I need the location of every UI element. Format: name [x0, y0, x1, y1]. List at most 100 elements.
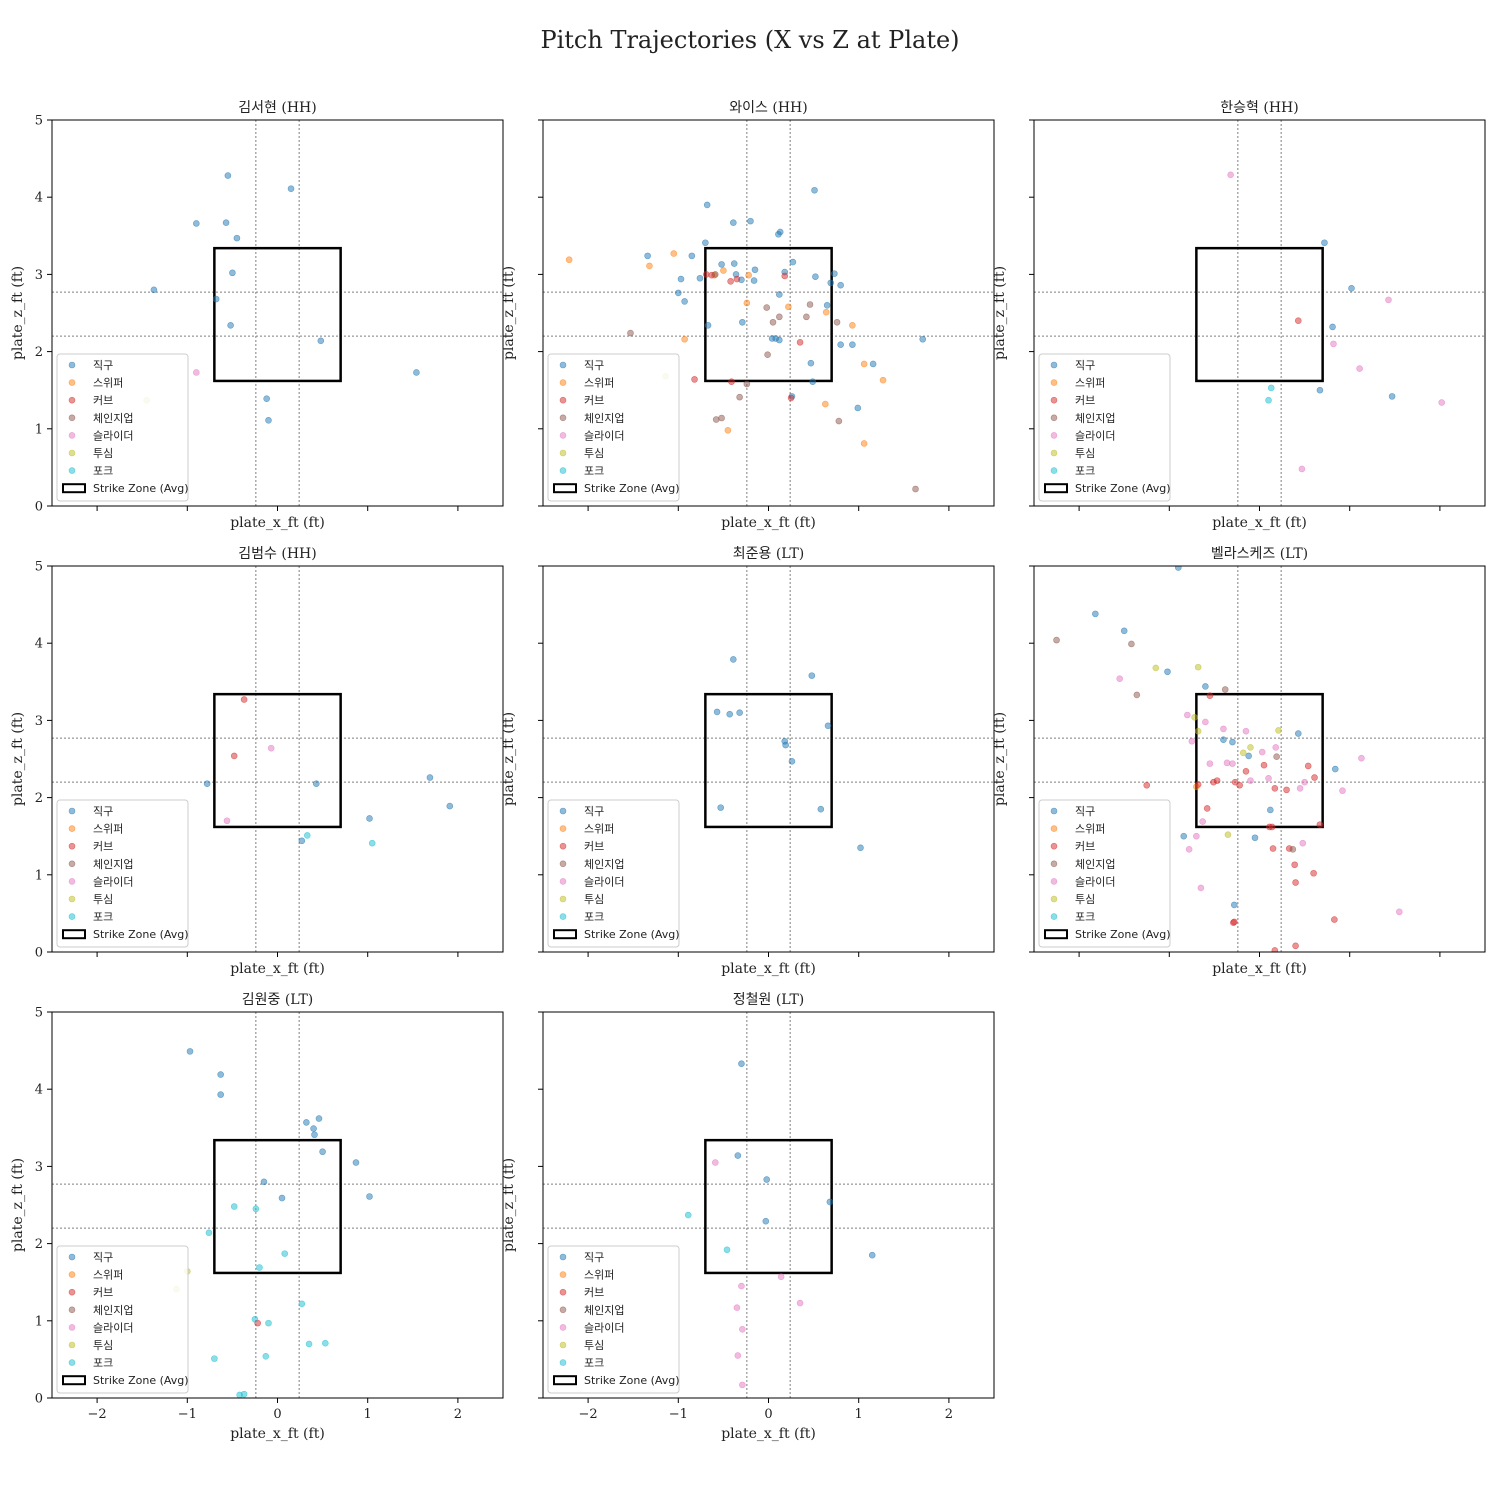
data-point — [1092, 610, 1099, 618]
data-point — [1294, 317, 1302, 325]
subplot-7: 김원중 (LT) −2 −1 0 1 2 0 1 2 3 4 5 plate_x_ft (ft) plat… — [10, 992, 504, 1442]
data-point — [1206, 760, 1214, 767]
data-point — [233, 234, 241, 242]
y-axis-label: plate_z_ft (ft) — [992, 712, 1008, 806]
data-point — [150, 286, 158, 294]
data-point — [1143, 781, 1151, 789]
legend-label: 스위퍼 — [584, 377, 614, 390]
legend-label: 커브 — [93, 840, 113, 853]
data-point — [426, 774, 434, 781]
data-point — [1267, 806, 1274, 814]
data-point — [217, 1091, 224, 1098]
data-point — [303, 1119, 310, 1126]
data-point — [1245, 752, 1252, 760]
data-point — [1396, 908, 1403, 916]
data-point — [1194, 663, 1202, 671]
legend-marker — [1050, 449, 1058, 457]
data-point — [1221, 686, 1229, 693]
data-point — [730, 260, 738, 267]
legend-label: 투심 — [93, 447, 113, 460]
x-tick-label: 1 — [364, 1407, 372, 1422]
legend-marker — [68, 432, 76, 439]
data-point — [691, 376, 698, 383]
data-point — [831, 270, 838, 277]
data-point — [256, 1264, 263, 1271]
data-point — [769, 318, 777, 326]
x-tick-label: 2 — [945, 1407, 953, 1422]
legend-marker — [559, 467, 567, 474]
legend-marker — [559, 414, 567, 422]
data-point — [1301, 778, 1308, 786]
data-point — [251, 1315, 259, 1323]
data-point — [230, 1203, 238, 1210]
data-point — [240, 696, 248, 703]
legend-marker — [1050, 860, 1058, 868]
legend-box — [547, 1245, 680, 1394]
data-point — [919, 335, 927, 343]
data-point — [305, 1340, 313, 1348]
data-point — [1202, 718, 1209, 726]
legend-marker — [68, 860, 76, 868]
legend-marker — [68, 1341, 76, 1349]
subplot-title: 김범수 (HH) — [238, 546, 316, 562]
x-axis-label: plate_x_ft (ft) — [1212, 961, 1307, 977]
data-point — [1193, 832, 1200, 840]
data-point — [696, 274, 704, 282]
legend-label: 투심 — [584, 893, 604, 906]
data-point — [781, 272, 789, 280]
data-point — [703, 201, 711, 209]
legend-label: 스위퍼 — [584, 823, 614, 836]
x-tick-label: 2 — [454, 1407, 462, 1422]
strike-zone-box — [704, 246, 833, 383]
legend-label: 포크 — [93, 465, 113, 478]
data-point — [1191, 714, 1198, 721]
data-point — [1128, 640, 1135, 648]
y-tick-label: 2 — [35, 791, 43, 806]
data-point — [1311, 774, 1318, 781]
data-point — [1236, 781, 1243, 789]
legend-marker — [1050, 361, 1058, 369]
data-point — [1329, 323, 1336, 331]
data-point — [1330, 340, 1337, 348]
data-point — [837, 281, 844, 289]
legend-marker — [559, 913, 567, 920]
legend-label: 투심 — [584, 447, 604, 460]
data-point — [193, 369, 200, 376]
legend-label: 슬라이더 — [584, 875, 624, 888]
legend-marker — [68, 913, 76, 920]
subplot-title: 최준용 (LT) — [733, 546, 805, 562]
legend-box — [56, 1245, 189, 1394]
legend-marker — [559, 895, 567, 903]
data-point — [730, 219, 737, 226]
data-point — [1260, 761, 1268, 769]
data-point — [684, 1211, 692, 1219]
data-point — [702, 271, 710, 278]
legend-label: 슬라이더 — [93, 429, 133, 442]
legend-label: 슬라이더 — [584, 429, 624, 442]
data-point — [227, 322, 234, 329]
y-tick-label: 3 — [35, 1160, 43, 1175]
data-point — [796, 1299, 804, 1307]
data-point — [1265, 774, 1272, 782]
data-point — [1385, 296, 1392, 304]
data-point — [674, 289, 682, 297]
data-point — [1275, 727, 1282, 734]
legend-label: 슬라이더 — [584, 1321, 624, 1334]
data-point — [718, 414, 725, 422]
x-tick-label: 1 — [855, 1407, 863, 1422]
data-point — [750, 277, 758, 284]
legend-label: Strike Zone (Avg) — [1075, 482, 1171, 495]
data-point — [681, 335, 688, 343]
legend-label: 투심 — [1075, 893, 1095, 906]
legend-marker — [68, 396, 76, 404]
x-axis-label: plate_x_ft (ft) — [1212, 515, 1307, 531]
data-point — [1188, 737, 1196, 745]
data-point — [263, 395, 270, 402]
subplot-title: 정철원 (LT) — [733, 992, 805, 1008]
data-point — [1120, 627, 1128, 635]
strike-zone-box — [213, 1138, 342, 1275]
data-point — [776, 228, 784, 236]
legend-label: 슬라이더 — [93, 875, 133, 888]
data-point — [1271, 785, 1279, 792]
subplot-4: 김범수 (HH) 0 1 2 3 4 5 plate_x_ft (ft) plate_z_ft … — [10, 546, 504, 977]
